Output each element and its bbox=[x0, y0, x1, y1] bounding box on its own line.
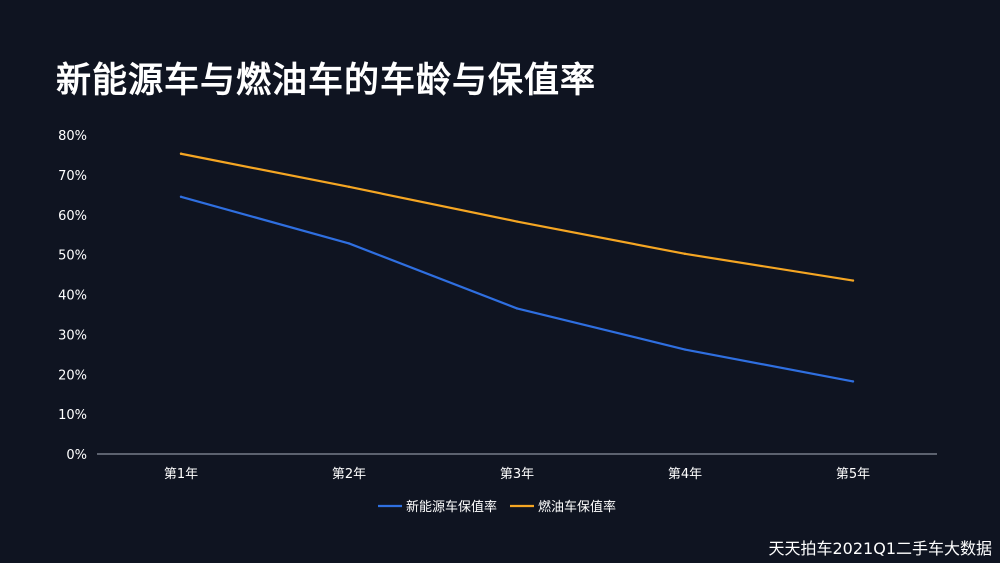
chart-title: 新能源车与燃油车的车龄与保值率 bbox=[56, 61, 597, 101]
series-lines bbox=[179, 152, 855, 383]
y-axis-ticks: 0% 10% 20% 30% 40% 50% 60% 70% 80% bbox=[58, 129, 87, 463]
x-tick-label: 第3年 bbox=[500, 467, 534, 482]
data-point bbox=[851, 380, 855, 383]
data-point bbox=[515, 307, 519, 310]
data-point bbox=[179, 152, 183, 155]
y-tick-label: 10% bbox=[58, 408, 87, 423]
data-point bbox=[851, 279, 855, 282]
x-tick-label: 第5年 bbox=[836, 467, 870, 482]
x-tick-label: 第4年 bbox=[668, 467, 702, 482]
y-tick-label: 60% bbox=[58, 209, 87, 224]
legend: 新能源车保值率 燃油车保值率 bbox=[378, 499, 616, 515]
y-tick-label: 40% bbox=[58, 289, 87, 304]
data-point bbox=[347, 242, 351, 245]
y-tick-label: 70% bbox=[58, 169, 87, 184]
y-tick-label: 80% bbox=[58, 129, 87, 144]
data-point bbox=[179, 195, 183, 199]
legend-label: 燃油车保值率 bbox=[538, 499, 616, 515]
legend-label: 新能源车保值率 bbox=[406, 499, 497, 515]
source-caption: 天天拍车2021Q1二手车大数据 bbox=[768, 539, 993, 558]
series-line-fuel bbox=[179, 152, 855, 282]
y-tick-label: 0% bbox=[66, 448, 87, 463]
data-point bbox=[683, 348, 687, 351]
y-tick-label: 30% bbox=[58, 328, 87, 343]
y-tick-label: 50% bbox=[58, 249, 87, 264]
x-tick-label: 第2年 bbox=[332, 467, 366, 482]
x-axis-ticks: 第1年 第2年 第3年 第4年 第5年 bbox=[164, 467, 870, 482]
y-tick-label: 20% bbox=[58, 368, 87, 383]
x-tick-label: 第1年 bbox=[164, 467, 198, 482]
data-point bbox=[347, 185, 351, 189]
series-line-ev bbox=[179, 195, 855, 383]
data-point bbox=[683, 252, 687, 256]
data-point bbox=[515, 220, 519, 223]
